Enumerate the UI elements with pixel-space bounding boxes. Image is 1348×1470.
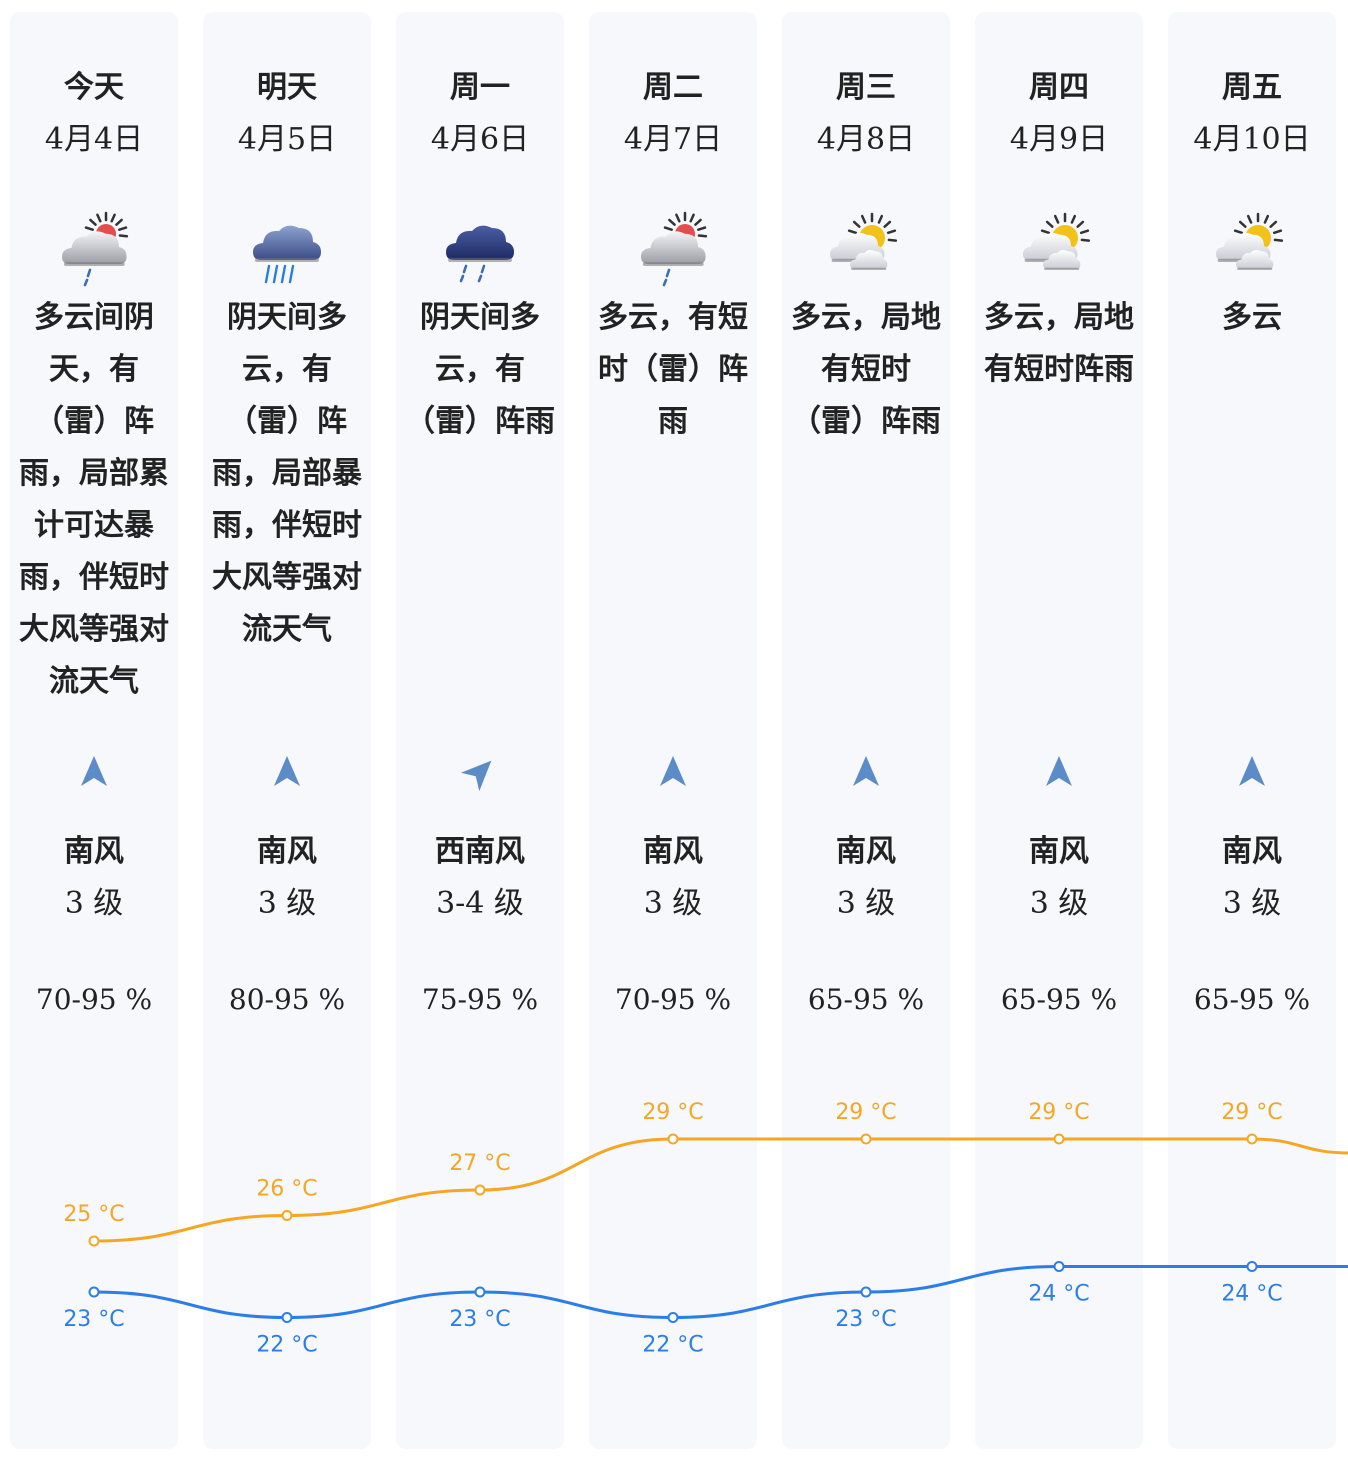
- wind-direction-arrow-icon: [74, 752, 114, 792]
- wind-direction: 南风: [836, 834, 896, 869]
- day-label: 周一: [450, 70, 510, 105]
- day-label: 周二: [643, 70, 703, 105]
- wind-direction-arrow-icon: [846, 752, 886, 792]
- high-temp-label: 29 °C: [1028, 1100, 1089, 1125]
- wind-direction: 南风: [64, 834, 124, 869]
- date-label: 4月7日: [623, 122, 723, 157]
- weather-description: 多云，局地有短时阵雨: [984, 300, 1134, 387]
- day-label: 周四: [1029, 70, 1089, 105]
- high-temp-point: [88, 1235, 100, 1247]
- high-temp-point: [1053, 1133, 1065, 1145]
- high-temp-label: 29 °C: [1221, 1100, 1282, 1125]
- humidity: 65-95 %: [1193, 983, 1311, 1016]
- day-label: 明天: [257, 70, 317, 105]
- wind-level: 3 级: [1029, 886, 1089, 921]
- wind-direction-arrow-icon: [1039, 752, 1079, 792]
- wind-direction: 南风: [1029, 834, 1089, 869]
- wind-level: 3 级: [643, 886, 703, 921]
- forecast-day-1: 明天 4月5日 阴天间多云，有（雷）阵雨，局部暴雨，伴短时大风等强对流天气 南风…: [203, 12, 371, 1449]
- date-label: 4月8日: [816, 122, 916, 157]
- low-temp-point: [474, 1286, 486, 1298]
- high-temp-label: 25 °C: [63, 1202, 124, 1227]
- weather-description: 多云间阴天，有（雷）阵雨，局部累计可达暴雨，伴短时大风等强对流天气: [19, 300, 169, 699]
- wind-direction: 南风: [643, 834, 703, 869]
- cloudy-sun-rain-icon: [633, 208, 713, 288]
- date-label: 4月9日: [1009, 122, 1109, 157]
- wind-level: 3 级: [257, 886, 317, 921]
- low-temp-line: [93, 1264, 1348, 1320]
- humidity: 70-95 %: [614, 983, 732, 1016]
- low-temp-point: [667, 1312, 679, 1323]
- wind-direction: 南风: [1222, 834, 1282, 869]
- high-temp-label: 29 °C: [642, 1100, 703, 1125]
- wind-level: 3-4 级: [436, 886, 524, 921]
- forecast-day-4: 周三 4月8日 多云，局地有短时（雷）阵雨 南风 3 级 65-95 %: [782, 12, 950, 1449]
- wind-level: 3 级: [64, 886, 124, 921]
- date-label: 4月5日: [237, 122, 337, 157]
- humidity: 65-95 %: [807, 983, 925, 1016]
- low-temp-label: 23 °C: [449, 1307, 510, 1332]
- forecast-day-5: 周四 4月9日 多云，局地有短时阵雨 南风 3 级 65-95 %: [975, 12, 1143, 1449]
- low-temp-point: [1053, 1261, 1065, 1272]
- wind-level: 3 级: [836, 886, 896, 921]
- low-temp-label: 23 °C: [835, 1307, 896, 1332]
- humidity: 65-95 %: [1000, 983, 1118, 1016]
- date-label: 4月6日: [430, 122, 530, 157]
- weather-description: 多云: [1222, 300, 1282, 335]
- day-label: 今天: [64, 70, 124, 105]
- forecast-day-6: 周五 4月10日 多云 南风 3 级 65-95 %: [1168, 12, 1336, 1449]
- high-temp-label: 29 °C: [835, 1100, 896, 1125]
- wind-direction-arrow-icon: [653, 752, 693, 792]
- high-temp-point: [860, 1133, 872, 1145]
- day-label: 周五: [1222, 70, 1282, 105]
- low-temp-point: [281, 1312, 293, 1323]
- partly-cloudy-icon: [1212, 208, 1292, 288]
- wind-direction-arrow-icon: [267, 752, 307, 792]
- date-label: 4月10日: [1193, 122, 1311, 157]
- humidity: 80-95 %: [228, 983, 346, 1016]
- weather-description: 多云，局地有短时（雷）阵雨: [791, 300, 941, 439]
- low-temp-label: 22 °C: [256, 1333, 317, 1358]
- high-temp-point: [474, 1184, 486, 1196]
- low-temp-label: 23 °C: [63, 1307, 124, 1332]
- weather-description: 多云，有短时（雷）阵雨: [598, 300, 748, 439]
- high-temp-label: 26 °C: [256, 1177, 317, 1202]
- high-temp-line: [93, 1137, 1348, 1243]
- humidity: 70-95 %: [35, 983, 153, 1016]
- low-temp-label: 24 °C: [1221, 1282, 1282, 1307]
- weather-description: 阴天间多云，有（雷）阵雨，局部暴雨，伴短时大风等强对流天气: [212, 300, 362, 647]
- high-temp-point: [281, 1210, 293, 1221]
- humidity: 75-95 %: [421, 983, 539, 1016]
- partly-cloudy-icon: [826, 208, 906, 288]
- wind-direction-arrow-icon: [1232, 752, 1272, 792]
- forecast-day-2: 周一 4月6日 阴天间多云，有（雷）阵雨 西南风 3-4 级 75-95 %: [396, 12, 564, 1449]
- heavy-rain-icon: [247, 208, 327, 288]
- wind-level: 3 级: [1222, 886, 1282, 921]
- forecast-day-0: 今天 4月4日 多云间阴天，有（雷）阵雨，局部累计可达暴雨，伴短时大风等强对流天…: [10, 12, 178, 1449]
- low-temp-label: 24 °C: [1028, 1282, 1089, 1307]
- overcast-rain-icon: [440, 208, 520, 288]
- wind-direction: 西南风: [435, 834, 525, 869]
- low-temp-point: [88, 1286, 100, 1298]
- cloudy-sun-rain-icon: [54, 208, 134, 288]
- wind-direction: 南风: [257, 834, 317, 869]
- low-temp-label: 22 °C: [642, 1333, 703, 1358]
- weather-description: 阴天间多云，有（雷）阵雨: [405, 300, 555, 439]
- wind-direction-arrow-icon: [460, 752, 500, 792]
- low-temp-point: [1246, 1261, 1258, 1272]
- high-temp-point: [1246, 1133, 1258, 1145]
- high-temp-label: 27 °C: [449, 1151, 510, 1176]
- date-label: 4月4日: [44, 122, 144, 157]
- forecast-day-3: 周二 4月7日 多云，有短时（雷）阵雨 南风 3 级 70-95 %: [589, 12, 757, 1449]
- partly-cloudy-icon: [1019, 208, 1099, 288]
- day-label: 周三: [836, 70, 896, 105]
- low-temp-point: [860, 1286, 872, 1298]
- high-temp-point: [667, 1133, 679, 1145]
